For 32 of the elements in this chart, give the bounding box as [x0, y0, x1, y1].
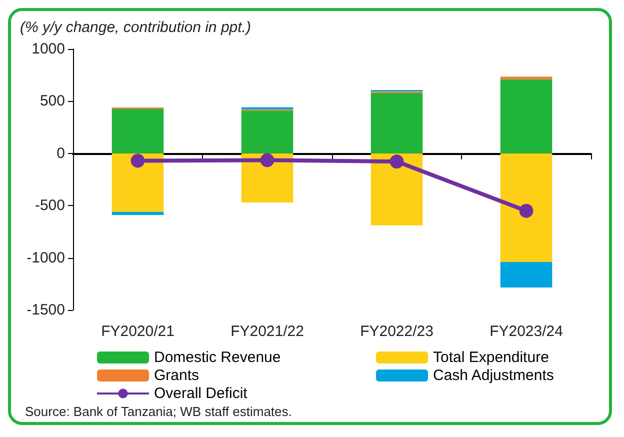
- legend-label: Domestic Revenue: [154, 349, 281, 366]
- legend-label: Grants: [154, 367, 200, 384]
- point: [519, 204, 534, 218]
- bar: [500, 262, 552, 288]
- point: [390, 154, 404, 169]
- y-tick-label: 500: [40, 92, 65, 110]
- source-note: Source: Bank of Tanzania; WB staff estimates.: [25, 404, 292, 419]
- x-tick-label: FY2021/22: [230, 323, 304, 340]
- bar: [112, 212, 164, 215]
- rounded-frame: Source: Bank of Tanzania; WB staff estimates. -1500 -1000 -500 0 500 1000 FY2020/21 FY2021/22 FY2022/23 FY2023/24 Domestic Revenue Grants Overall Deficit Total Expenditure Cash Adjustments (% y/y change, contribution in ppt.): [8, 8, 612, 425]
- bar: [370, 153, 423, 226]
- legend-label: Total Expenditure: [433, 349, 549, 366]
- bar: [500, 153, 552, 262]
- y-tick-label: 1000: [32, 40, 65, 58]
- legend-label: Cash Adjustments: [433, 367, 554, 384]
- point: [130, 154, 145, 168]
- x-tick-label: FY2023/24: [490, 323, 563, 340]
- bar: [112, 153, 164, 212]
- bar: [500, 79, 552, 154]
- legend-label: Overall Deficit: [154, 385, 248, 402]
- y-tick-label: -500: [34, 197, 65, 214]
- y-tick-label: -1500: [26, 302, 65, 318]
- bar: [112, 109, 164, 154]
- bar: [241, 110, 294, 154]
- x-tick-label: FY2020/21: [101, 323, 174, 340]
- bar: [370, 92, 423, 154]
- bar: [500, 76, 552, 80]
- chart-title: (% y/y change, contribution in ppt.): [20, 19, 251, 36]
- x-tick-label: FY2022/23: [360, 323, 434, 340]
- y-tick-label: -1000: [26, 249, 65, 266]
- point: [260, 153, 274, 168]
- y-tick-label: 0: [56, 144, 65, 162]
